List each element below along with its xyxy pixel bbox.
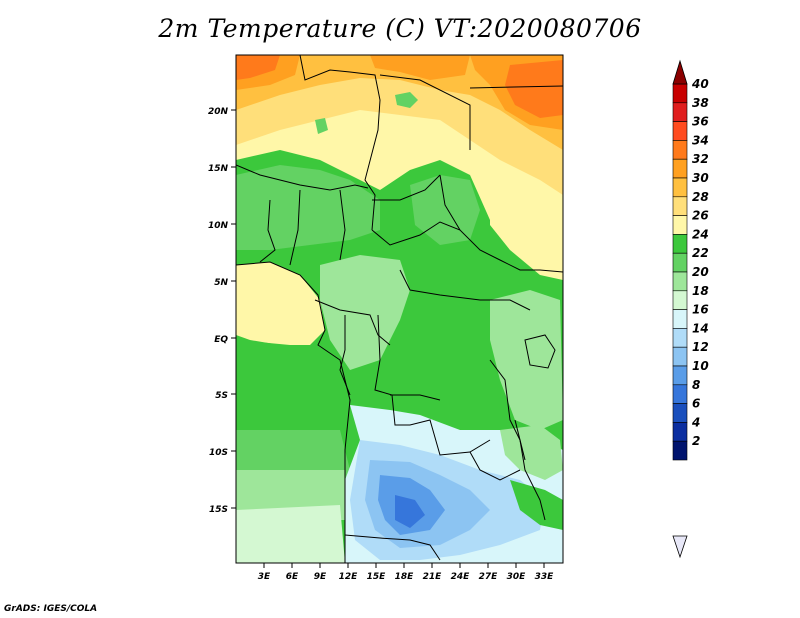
lon-label: 12E xyxy=(339,572,359,582)
colorbar-swatch xyxy=(672,309,688,329)
colorbar: 40 38 36 34 32 30 28 26 24 22 20 18 16 14 12 10 8 6 4 2 xyxy=(672,59,709,559)
colorbar-label: 32 xyxy=(692,152,709,166)
colorbar-label: 28 xyxy=(692,190,709,204)
lon-label: 3E xyxy=(258,572,271,582)
colorbar-swatch xyxy=(672,422,688,442)
lon-label: 27E xyxy=(479,572,499,582)
colorbar-swatch xyxy=(672,365,688,386)
temperature-field xyxy=(236,55,563,563)
colorbar-swatch xyxy=(672,440,688,461)
colorbar-label: 38 xyxy=(692,96,709,110)
lon-label: 9E xyxy=(314,572,327,582)
colorbar-label: 16 xyxy=(692,303,709,317)
lon-label: 24E xyxy=(451,572,471,582)
map-frame xyxy=(235,54,564,564)
colorbar-label: 10 xyxy=(692,359,709,373)
map-title: 2m Temperature (C) VT:2020080706 xyxy=(158,14,642,43)
colorbar-label: 8 xyxy=(692,378,700,392)
lon-label: 21E xyxy=(423,572,443,582)
colorbar-label: 12 xyxy=(692,340,709,354)
colorbar-label: 6 xyxy=(692,397,700,411)
lon-label: 18E xyxy=(395,572,415,582)
colorbar-swatch xyxy=(672,403,688,423)
colorbar-label: 36 xyxy=(692,115,709,129)
colorbar-swatch xyxy=(672,196,688,216)
colorbar-label: 18 xyxy=(692,284,709,298)
colorbar-swatch xyxy=(672,328,688,348)
lat-label: 5N xyxy=(214,278,228,288)
colorbar-swatch xyxy=(672,384,688,404)
colorbar-label: 34 xyxy=(692,133,709,147)
lon-label: 6E xyxy=(286,572,299,582)
lon-label: 30E xyxy=(507,572,527,582)
colorbar-label: 14 xyxy=(692,321,709,335)
colorbar-swatch xyxy=(672,140,688,160)
colorbar-swatch xyxy=(672,102,688,122)
lat-axis: 20N 15N 10N 5N EQ 5S 10S 15S xyxy=(208,107,236,515)
colorbar-label: 20 xyxy=(692,265,709,279)
colorbar-label: 24 xyxy=(692,227,709,241)
lat-label: 15N xyxy=(208,164,229,174)
lon-axis: 3E 6E 9E 12E 15E 18E 21E 24E 27E 30E 33E xyxy=(258,563,554,582)
lat-label: 15S xyxy=(209,505,228,515)
colorbar-swatch xyxy=(672,271,688,292)
lat-label: 10N xyxy=(208,221,229,231)
colorbar-swatch xyxy=(672,177,688,198)
colorbar-top-arrow xyxy=(672,59,688,85)
country-borders xyxy=(236,55,563,563)
colorbar-swatch xyxy=(672,83,688,104)
colorbar-label: 2 xyxy=(692,434,700,448)
lat-label: EQ xyxy=(214,335,228,345)
footer-credit: GrADS: IGES/COLA xyxy=(4,604,98,614)
colorbar-swatch xyxy=(672,215,688,235)
colorbar-label: 30 xyxy=(692,171,709,185)
lat-label: 20N xyxy=(208,107,229,117)
colorbar-swatch xyxy=(672,290,688,310)
colorbar-swatch xyxy=(672,158,688,179)
colorbar-swatch xyxy=(672,346,688,367)
lat-label: 10S xyxy=(209,448,228,458)
colorbar-swatch xyxy=(672,121,688,141)
colorbar-swatch xyxy=(672,252,688,273)
colorbar-label: 4 xyxy=(691,415,700,429)
colorbar-label: 26 xyxy=(692,209,709,223)
lon-label: 33E xyxy=(535,572,555,582)
lon-label: 15E xyxy=(367,572,387,582)
colorbar-label: 22 xyxy=(692,246,709,260)
lat-label: 5S xyxy=(215,391,228,401)
colorbar-label: 40 xyxy=(691,77,709,91)
colorbar-swatch xyxy=(672,234,688,254)
colorbar-bottom-arrow xyxy=(672,535,688,559)
